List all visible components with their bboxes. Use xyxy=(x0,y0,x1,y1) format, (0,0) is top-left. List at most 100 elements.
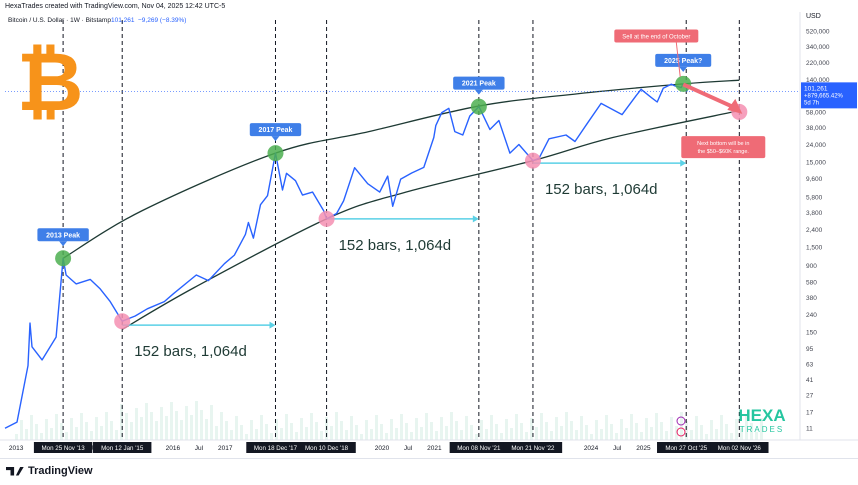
volume-bar xyxy=(580,416,583,440)
volume-bar xyxy=(135,408,138,440)
volume-bar xyxy=(305,427,308,440)
bottom-marker xyxy=(524,152,541,169)
volume-bar xyxy=(660,422,663,440)
volume-bar xyxy=(200,410,203,440)
x-highlight-label: Mon 02 Nov '26 xyxy=(718,445,762,452)
tradingview-logo-text: TradingView xyxy=(28,465,93,477)
peak-label-pointer xyxy=(679,66,688,72)
volume-bar xyxy=(730,433,733,440)
sell-note-connector xyxy=(675,42,681,77)
peak-label-text: 2013 Peak xyxy=(46,232,80,239)
volume-bar xyxy=(455,421,458,440)
volume-bar xyxy=(140,417,143,440)
volume-bar xyxy=(710,420,713,440)
volume-bar xyxy=(295,432,298,440)
peak-marker xyxy=(470,98,487,115)
x-tick-label: 2024 xyxy=(584,445,599,452)
volume-bar xyxy=(335,412,338,440)
volume-bar xyxy=(720,415,723,440)
bottom-note-text-line2: the $50–$60K range. xyxy=(698,149,750,155)
tradingview-logo[interactable]: TradingView xyxy=(6,465,93,477)
volume-bar xyxy=(460,430,463,440)
volume-bar xyxy=(625,428,628,440)
volume-bar xyxy=(550,431,553,440)
volume-bar xyxy=(680,412,683,440)
y-tick-label: 380 xyxy=(806,295,817,302)
volume-bar xyxy=(270,433,273,440)
volume-bar xyxy=(220,412,223,440)
volume-bar xyxy=(510,428,513,440)
range-label: 152 bars, 1,064d xyxy=(339,237,452,254)
peak-label-box xyxy=(249,123,302,137)
volume-bar xyxy=(760,418,763,440)
volume-bar xyxy=(480,420,483,440)
volume-bar xyxy=(475,434,478,440)
x-highlight-label: Mon 21 Nov '22 xyxy=(511,445,555,452)
x-tick-label: 2017 xyxy=(218,445,233,452)
volume-bar xyxy=(650,427,653,440)
x-highlight-box xyxy=(297,442,356,453)
volume-bar xyxy=(525,432,528,440)
volume-bar xyxy=(205,419,208,440)
x-highlight-label: Mon 25 Nov '13 xyxy=(42,445,86,452)
volume-bar xyxy=(700,425,703,440)
volume-bar xyxy=(100,426,103,440)
volume-bar xyxy=(40,433,43,440)
volume-bar xyxy=(185,406,188,440)
volume-bar xyxy=(630,414,633,440)
footer-bar: TradingView xyxy=(0,458,858,485)
price-line xyxy=(4,83,688,429)
y-tick-label: 58,000 xyxy=(806,109,826,116)
volume-bar xyxy=(80,413,83,440)
volume-bar xyxy=(265,424,268,440)
volume-bar xyxy=(260,415,263,440)
volume-bar xyxy=(355,425,358,440)
x-axis[interactable]: 2013Jul2016Jul20172020Jul2021Jul2024Jul2… xyxy=(0,439,858,458)
y-axis[interactable]: USD520,000340,000220,000140,00090,00058,… xyxy=(799,12,858,442)
volume-bar xyxy=(420,427,423,440)
price-badge-countdown: 5d 7h xyxy=(804,100,819,106)
bottom-note-text-line1: Next bottom will be in xyxy=(697,141,749,147)
volume-bar xyxy=(255,429,258,440)
volume-bar xyxy=(570,421,573,440)
volume-bar xyxy=(470,425,473,440)
volume-bar xyxy=(565,412,568,440)
hexa-brand-line2: TRADES xyxy=(740,425,784,434)
volume-bar xyxy=(60,423,63,440)
volume-bar xyxy=(635,423,638,440)
peak-label-text: 2025 Peak? xyxy=(664,58,702,65)
y-tick-label: 9,600 xyxy=(806,176,823,183)
volume-bar xyxy=(560,426,563,440)
bottom-marker xyxy=(318,210,335,227)
event-icon xyxy=(676,416,686,426)
cycle-markers: 2013 Peak 2017 Peak 2021 Peak 2025 Peak? xyxy=(37,53,748,330)
volume-bar xyxy=(125,413,128,440)
volume-bar xyxy=(450,412,453,440)
volume-bar xyxy=(90,431,93,440)
volume-bar xyxy=(25,429,28,440)
peak-label-pointer xyxy=(59,241,68,247)
bitcoin-logo-icon: ₿ xyxy=(17,35,84,130)
volume-bar xyxy=(520,423,523,440)
volume-bar xyxy=(415,418,418,440)
volume-bar xyxy=(160,407,163,440)
volume-bar xyxy=(250,420,253,440)
volume-bar xyxy=(320,431,323,440)
volume-bar xyxy=(740,428,743,440)
volume-bar xyxy=(370,429,373,440)
symbol-name: Bitcoin / U.S. Dollar · 1W · Bitstamp xyxy=(8,17,111,24)
trend-curves xyxy=(62,79,740,330)
volume-bar xyxy=(695,416,698,440)
peak-marker xyxy=(267,145,284,162)
volume-bar xyxy=(345,430,348,440)
y-tick-label: 1,500 xyxy=(806,244,823,251)
volume-bar xyxy=(145,403,148,440)
x-tick-label: 2020 xyxy=(375,445,390,452)
volume-bar xyxy=(225,421,228,440)
volume-bar xyxy=(465,416,468,440)
x-tick-label: Jul xyxy=(195,445,204,452)
volume-bar xyxy=(85,422,88,440)
y-tick-label: 340,000 xyxy=(806,44,830,51)
volume-bar xyxy=(490,415,493,440)
